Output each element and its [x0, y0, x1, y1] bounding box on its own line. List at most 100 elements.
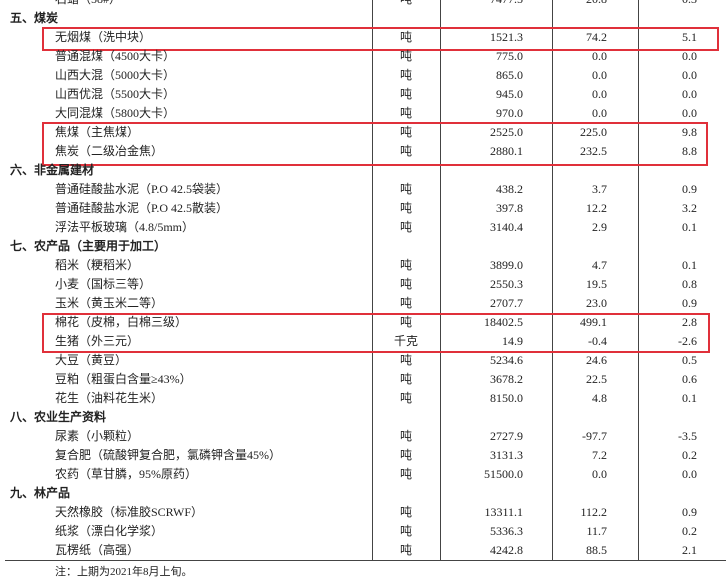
unit: 吨	[399, 125, 412, 139]
unit: 吨	[399, 429, 412, 443]
change-pct: 0.8	[682, 277, 697, 291]
item-name: 焦煤（主焦煤）	[55, 125, 140, 139]
item-name: 农药（草甘膦，95%原药）	[55, 467, 197, 481]
price: 8150.0	[490, 391, 523, 405]
change-pct: 0.9	[682, 182, 697, 196]
unit: 吨	[399, 391, 412, 405]
change: -0.4	[588, 334, 607, 348]
change: 24.6	[586, 353, 607, 367]
unit: 吨	[399, 144, 412, 158]
change: 3.7	[592, 182, 607, 196]
change-pct: 0.2	[682, 524, 697, 538]
unit: 吨	[399, 258, 412, 272]
change-pct: 0.0	[682, 467, 697, 481]
change: 499.1	[580, 315, 607, 329]
change: 112.2	[580, 505, 607, 519]
unit: 吨	[399, 30, 412, 44]
column-line	[638, 0, 639, 560]
price: 2707.7	[490, 296, 523, 310]
change-pct: 2.1	[682, 543, 697, 557]
price: 397.8	[496, 201, 523, 215]
item-name: 大同混煤（5800大卡）	[55, 106, 176, 120]
price: 18402.5	[484, 315, 523, 329]
change: 88.5	[586, 543, 607, 557]
change: -97.7	[582, 429, 607, 443]
price: 2880.1	[490, 144, 523, 158]
item-name: 纸浆（漂白化学浆）	[55, 524, 164, 538]
price: 3140.4	[490, 220, 523, 234]
change-pct: 3.2	[682, 201, 697, 215]
item-name: 花生（油料花生米）	[55, 391, 164, 405]
section-title: 五、煤炭	[10, 11, 59, 25]
change: 22.5	[586, 372, 607, 386]
change-pct: 0.0	[682, 68, 697, 82]
price: 5336.3	[490, 524, 523, 538]
unit: 吨	[399, 87, 412, 101]
unit: 吨	[399, 182, 412, 196]
unit: 吨	[399, 220, 412, 234]
item-name: 无烟煤（洗中块）	[55, 30, 152, 44]
highlight-box	[42, 313, 710, 353]
change-pct: 0.9	[682, 505, 697, 519]
price: 51500.0	[484, 467, 523, 481]
column-line	[372, 0, 373, 560]
price: 2525.0	[490, 125, 523, 139]
change-pct: 0.0	[682, 49, 697, 63]
change: 0.0	[592, 68, 607, 82]
change-pct: 0.2	[682, 448, 697, 462]
price: 14.9	[502, 334, 523, 348]
change: 11.7	[586, 524, 607, 538]
unit: 吨	[399, 106, 412, 120]
change-pct: 0.0	[682, 106, 697, 120]
item-name: 大豆（黄豆）	[55, 353, 128, 367]
unit: 吨	[399, 372, 412, 386]
item-name: 普通硅酸盐水泥（P.O 42.5散装）	[55, 201, 229, 215]
unit: 吨	[399, 201, 412, 215]
change: 225.0	[580, 125, 607, 139]
change: 7.2	[592, 448, 607, 462]
item-name: 小麦（国标三等）	[55, 277, 152, 291]
unit: 吨	[372, 0, 440, 9]
unit: 吨	[399, 543, 412, 557]
change: 4.8	[592, 391, 607, 405]
item-name: 天然橡胶（标准胶SCRWF）	[55, 505, 204, 519]
change-pct: 9.8	[682, 125, 697, 139]
unit: 吨	[399, 315, 412, 329]
change: 4.7	[592, 258, 607, 272]
price: 3131.3	[490, 448, 523, 462]
price: 2727.9	[490, 429, 523, 443]
bottom-rule	[5, 560, 726, 561]
price: 1521.3	[490, 30, 523, 44]
price: 7477.5	[440, 0, 523, 9]
change-pct: 0.5	[682, 353, 697, 367]
price: 5234.6	[490, 353, 523, 367]
section-title: 九、林产品	[10, 486, 71, 500]
change-pct: 0.0	[682, 87, 697, 101]
change-pct: 0.1	[682, 258, 697, 272]
column-line	[440, 0, 441, 560]
item-name: 生猪（外三元）	[55, 334, 140, 348]
section-title: 七、农产品（主要用于加工）	[10, 239, 167, 253]
column-line	[552, 0, 553, 560]
change: 0.0	[592, 467, 607, 481]
change-pct: 0.1	[682, 220, 697, 234]
change: 20.8	[552, 0, 607, 9]
change-pct: 5.1	[682, 30, 697, 44]
change-pct: 0.6	[682, 372, 697, 386]
item-name: 棉花（皮棉，白棉三级）	[55, 315, 188, 329]
item-name: 瓦楞纸（高强）	[55, 543, 140, 557]
item-name: 玉米（黄玉米二等）	[55, 296, 164, 310]
unit: 吨	[399, 49, 412, 63]
item-name: 复合肥（硫酸钾复合肥，氯磷钾含量45%）	[55, 448, 281, 462]
highlight-box	[42, 27, 719, 51]
item-name: 石蜡（58#）	[55, 0, 121, 9]
unit: 吨	[399, 68, 412, 82]
change-pct: 0.3	[638, 0, 697, 9]
unit: 吨	[399, 448, 412, 462]
price: 970.0	[496, 106, 523, 120]
unit: 吨	[399, 524, 412, 538]
item-name: 焦炭（二级冶金焦）	[55, 144, 164, 158]
item-name: 稻米（粳稻米）	[55, 258, 140, 272]
change: 0.0	[592, 106, 607, 120]
